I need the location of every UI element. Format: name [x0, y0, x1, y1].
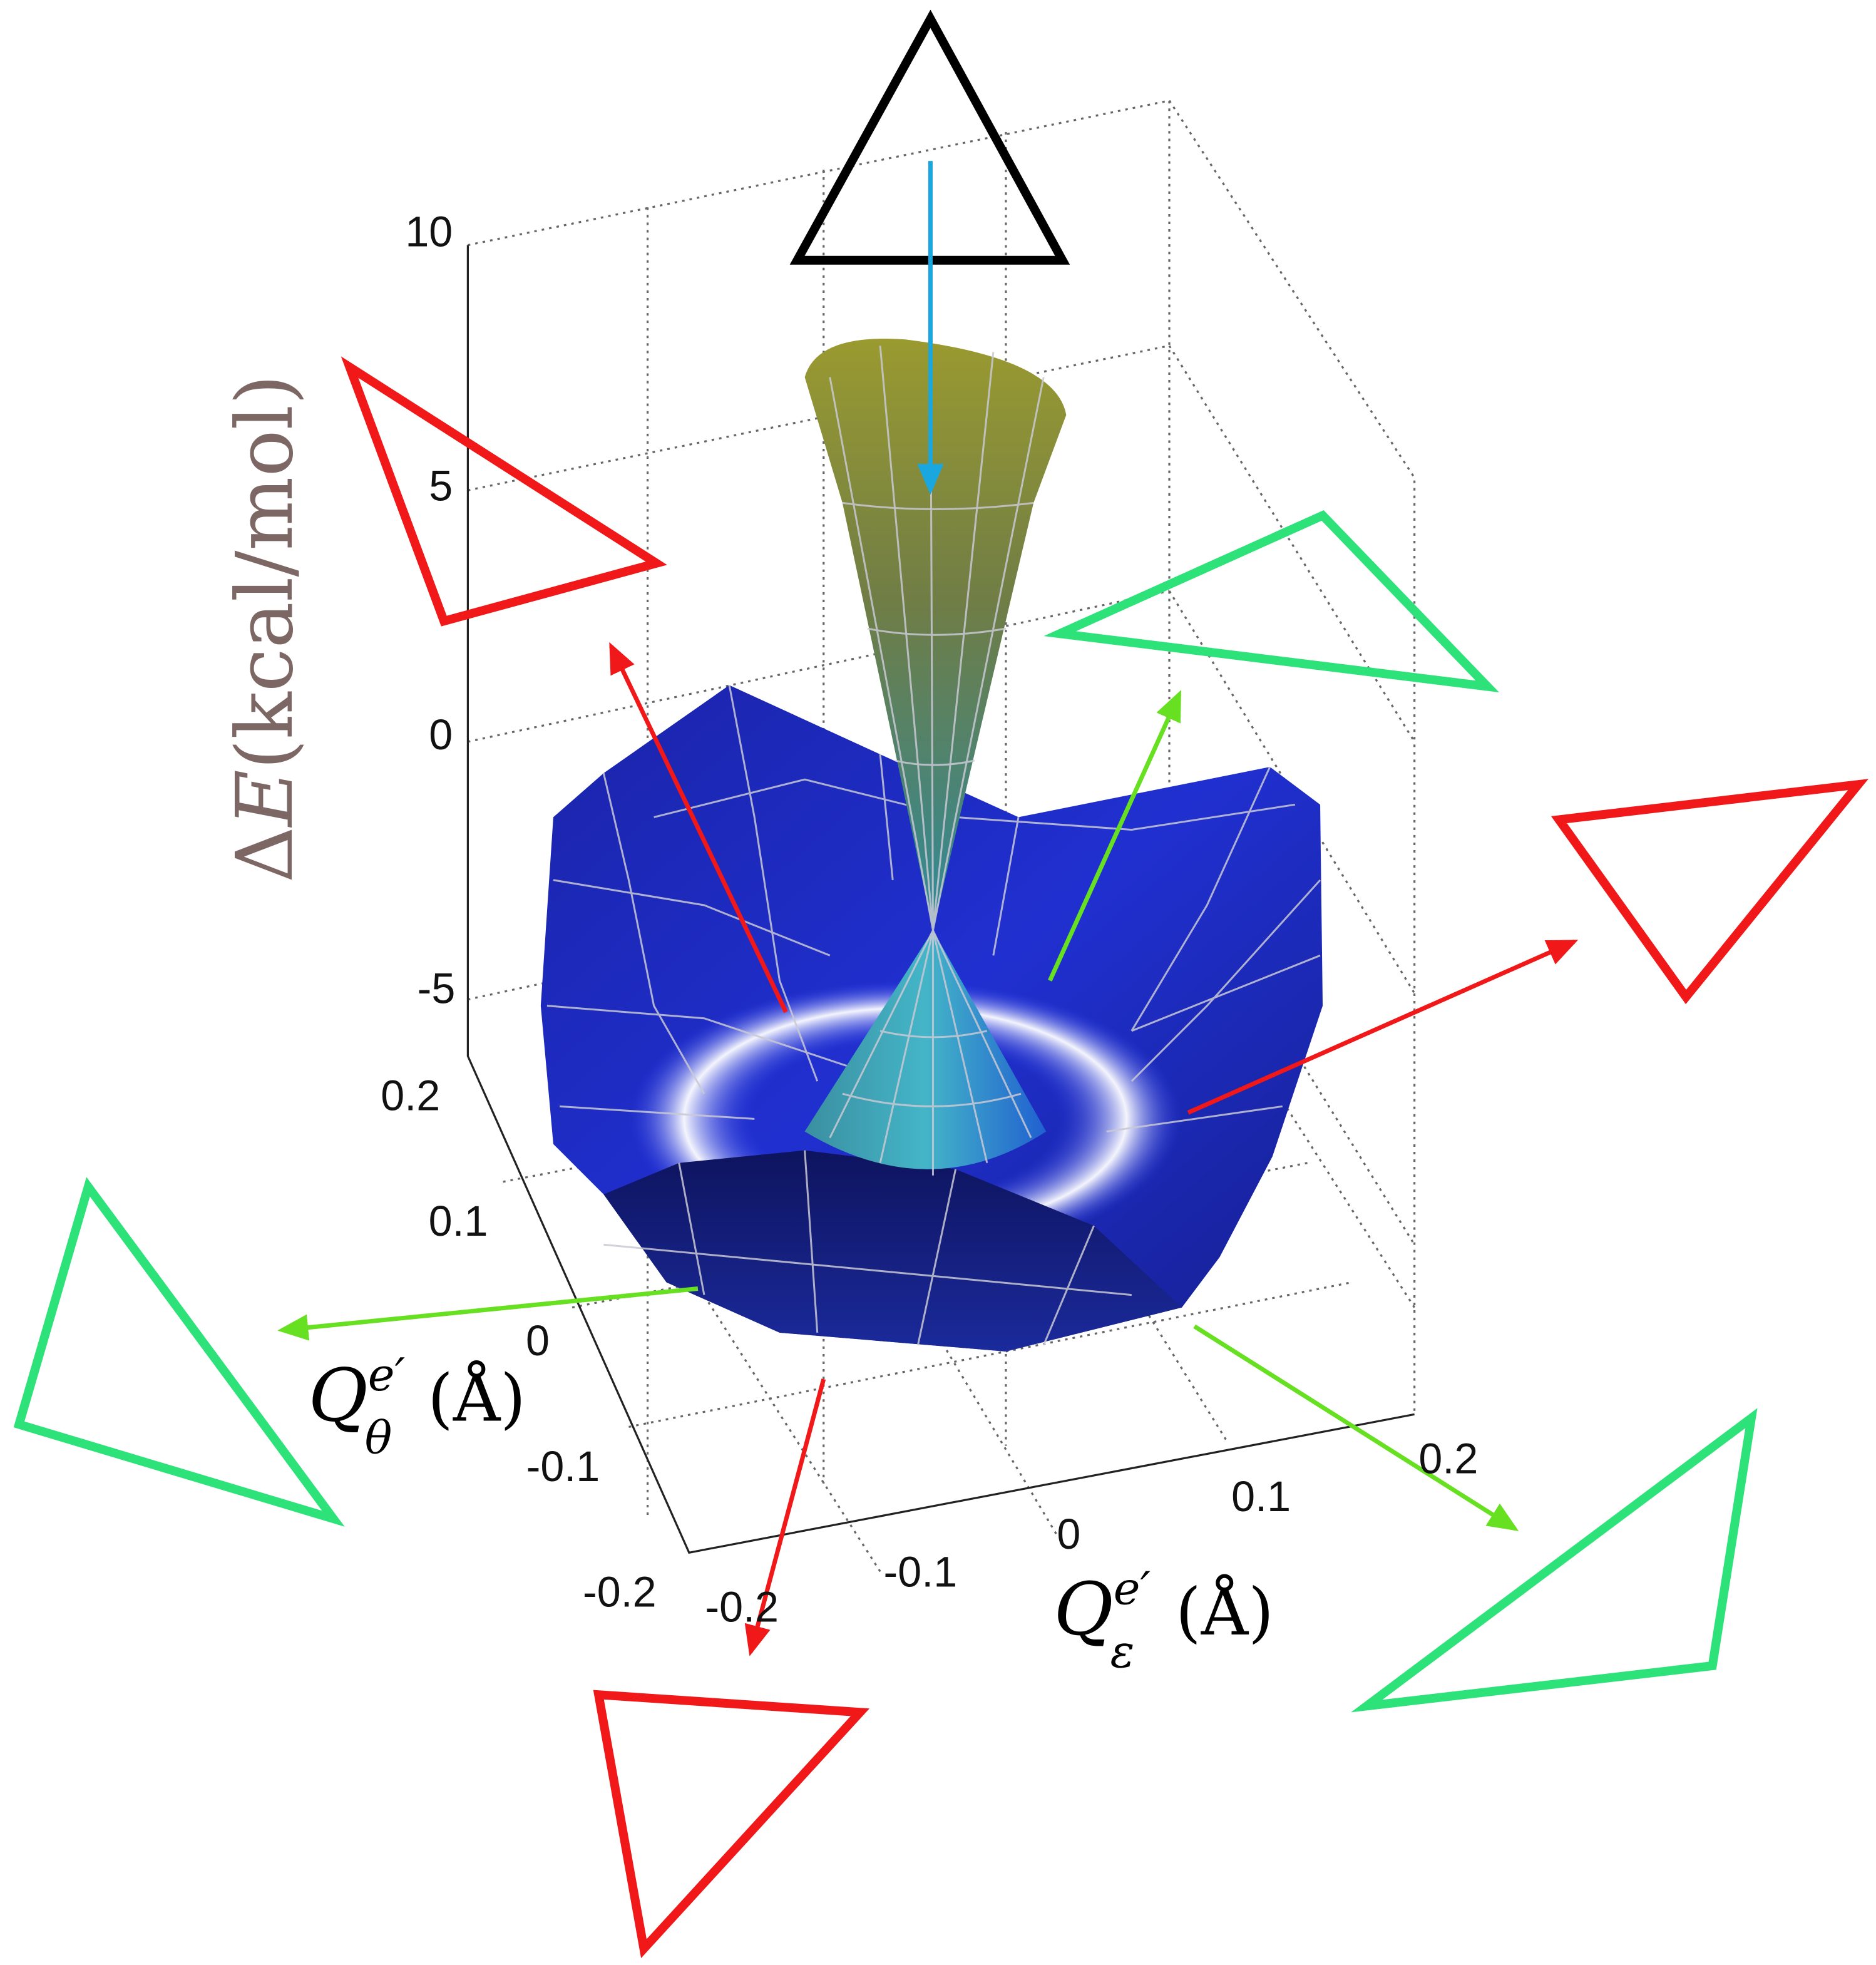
triangle-green — [1351, 1408, 1758, 1713]
theta-tick-label: 0.1 — [429, 1198, 488, 1245]
theta-tick-label: 0.2 — [381, 1072, 440, 1119]
arrow — [1193, 1324, 1519, 1531]
label-unit: (Å) — [428, 1359, 526, 1436]
arrow — [1187, 940, 1579, 1115]
epsilon-tick-label: 0 — [1057, 1511, 1080, 1558]
label-subscript: θ — [365, 1412, 392, 1465]
arrow — [609, 642, 788, 1013]
label-superscript: e′ — [368, 1349, 405, 1402]
arrows — [277, 161, 1579, 1656]
z-tick-label: -5 — [418, 965, 456, 1013]
label-subscript: ε — [1110, 1626, 1135, 1678]
arrow — [277, 1286, 699, 1341]
label-superscript: e′ — [1114, 1563, 1151, 1616]
z-tick-label: 5 — [429, 462, 453, 510]
z-axis-label: ΔE(kcal/mol) — [220, 374, 310, 883]
arrow — [744, 1378, 826, 1656]
epsilon-axis-label: Qe′ ε (Å) — [1053, 1563, 1274, 1678]
axes — [466, 245, 1415, 1554]
z-label-symbol: E — [220, 769, 310, 828]
label-symbol: Q — [308, 1353, 367, 1438]
z-label-delta: Δ — [220, 826, 310, 883]
theta-tick-label: -0.2 — [583, 1569, 657, 1616]
epsilon-tick-label: 0.1 — [1231, 1473, 1291, 1521]
theta-tick-label: 0 — [526, 1317, 550, 1365]
z-tick-label: 10 — [405, 208, 453, 256]
triangle-green — [13, 1177, 345, 1527]
theta-tick-label: -0.1 — [526, 1443, 600, 1490]
triangle-red — [593, 1690, 870, 1959]
surface — [540, 338, 1323, 1352]
epsilon-tick-label: 0.2 — [1418, 1435, 1478, 1483]
z-tick-label: 0 — [429, 711, 453, 759]
arrow — [1048, 690, 1182, 982]
tick-labels: 10 5 0 -5 0.2 0.1 0 -0.1 -0.2 -0.2 -0.1 … — [381, 208, 1478, 1631]
z-label-unit: (kcal/mol) — [220, 374, 310, 769]
triangle-green — [1043, 510, 1499, 692]
theta-axis-label: Qe′ θ (Å) — [308, 1349, 526, 1464]
epsilon-tick-label: -0.2 — [705, 1584, 779, 1631]
label-symbol: Q — [1053, 1567, 1113, 1652]
triangle-red — [341, 356, 667, 627]
triangle-red — [1551, 779, 1868, 1005]
epsilon-tick-label: -0.1 — [884, 1548, 958, 1596]
label-unit: (Å) — [1176, 1573, 1274, 1650]
